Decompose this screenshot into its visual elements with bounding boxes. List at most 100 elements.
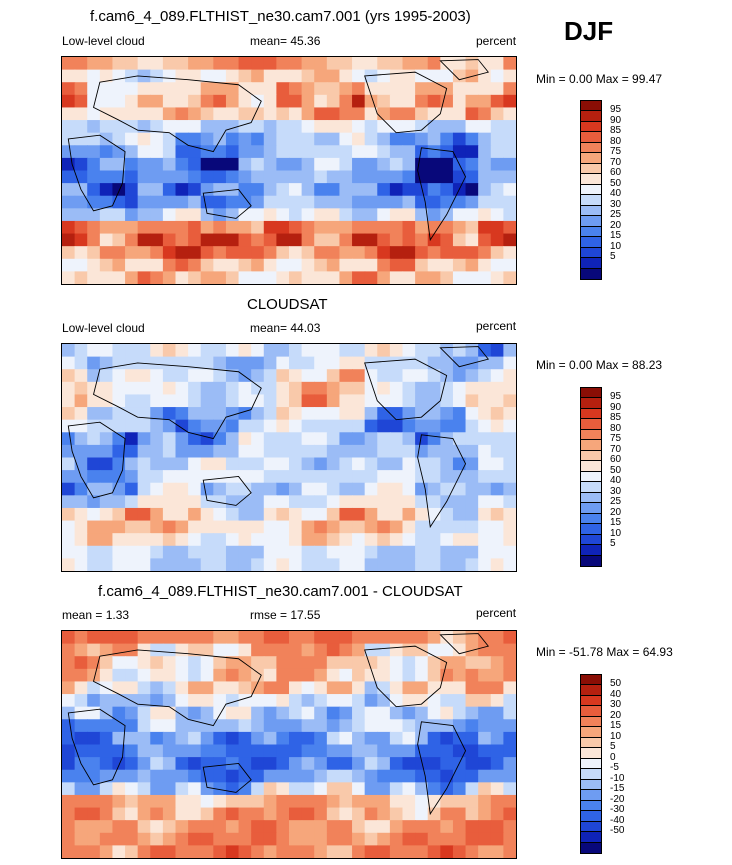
field-cell (225, 57, 240, 71)
field-cell (125, 157, 139, 172)
field-cell (427, 470, 441, 484)
field-cell (137, 545, 151, 560)
field-cell (162, 744, 177, 758)
field-cell (452, 145, 467, 159)
field-cell (188, 457, 202, 471)
field-cell (251, 107, 265, 121)
field-cell (137, 157, 151, 172)
field-cell (251, 794, 265, 809)
field-cell (364, 706, 378, 720)
field-cell (200, 356, 214, 370)
field-cell (402, 744, 416, 758)
colorbar-swatch (581, 513, 601, 525)
field-cell (276, 643, 290, 657)
field-cell (251, 145, 265, 159)
panel-1-variable: Low-level cloud (62, 34, 145, 48)
field-cell (478, 145, 492, 159)
field-cell (74, 706, 88, 720)
field-cell (62, 94, 76, 109)
field-cell (352, 183, 366, 197)
field-cell (251, 369, 265, 383)
field-cell (137, 344, 151, 358)
field-cell (503, 482, 516, 496)
field-cell (162, 394, 177, 408)
field-cell (112, 520, 126, 534)
field-cell (427, 157, 441, 172)
field-cell (200, 706, 214, 720)
field-cell (137, 794, 151, 809)
field-cell (137, 520, 151, 534)
field-cell (478, 757, 492, 771)
field-cell (125, 107, 139, 121)
field-cell (175, 220, 189, 235)
field-cell (62, 845, 76, 858)
field-cell (225, 694, 240, 708)
field-cell (289, 495, 303, 509)
field-cell (225, 668, 240, 683)
field-cell (150, 731, 164, 746)
field-cell (225, 82, 240, 96)
field-cell (326, 407, 341, 421)
field-cell (251, 407, 265, 421)
field-cell (389, 381, 404, 396)
field-cell (377, 643, 391, 657)
field-cell (263, 457, 278, 471)
field-cell (112, 820, 126, 834)
field-cell (150, 457, 164, 471)
field-cell (162, 170, 177, 184)
field-cell (427, 731, 441, 746)
field-cell (238, 706, 252, 720)
field-cell (415, 757, 429, 771)
field-cell (188, 271, 202, 284)
panel-1-field (62, 57, 516, 284)
field-cell (377, 120, 391, 134)
field-cell (238, 381, 252, 396)
field-cell (427, 419, 441, 433)
field-cell (87, 220, 101, 235)
field-cell (465, 246, 479, 260)
field-cell (389, 419, 404, 433)
field-cell (377, 457, 391, 471)
field-cell (125, 482, 139, 496)
field-cell (339, 394, 353, 408)
field-cell (503, 220, 516, 235)
field-cell (188, 643, 202, 657)
field-cell (326, 482, 341, 496)
panel-3-field (62, 631, 516, 858)
field-cell (87, 520, 101, 534)
field-cell (137, 94, 151, 109)
field-cell (452, 246, 467, 260)
field-cell (503, 507, 516, 522)
field-cell (276, 419, 290, 433)
field-cell (225, 132, 240, 146)
field-cell (465, 807, 479, 821)
colorbar-tick-label: 95 (610, 391, 622, 403)
field-cell (326, 706, 341, 720)
colorbar-tick-label: 70 (610, 443, 622, 455)
field-cell (188, 731, 202, 746)
field-cell (87, 719, 101, 733)
field-cell (263, 107, 278, 121)
panel-1-mean: mean= 45.36 (250, 34, 321, 48)
field-cell (289, 470, 303, 484)
field-cell (62, 356, 76, 370)
field-cell (188, 558, 202, 571)
field-cell (213, 419, 227, 433)
field-cell (339, 794, 353, 809)
colorbar-swatch (581, 769, 601, 780)
field-cell (175, 356, 189, 370)
field-cell (62, 107, 76, 121)
field-cell (339, 719, 353, 733)
field-cell (289, 706, 303, 720)
field-cell (251, 195, 265, 209)
colorbar-tick-label: -15 (610, 783, 625, 795)
field-cell (301, 832, 315, 847)
field-cell (503, 820, 516, 834)
field-cell (427, 807, 441, 821)
field-cell (62, 731, 76, 746)
field-cell (352, 643, 366, 657)
field-cell (175, 344, 189, 358)
field-cell (276, 820, 290, 834)
field-cell (364, 744, 378, 758)
panel-1-map (61, 56, 517, 285)
